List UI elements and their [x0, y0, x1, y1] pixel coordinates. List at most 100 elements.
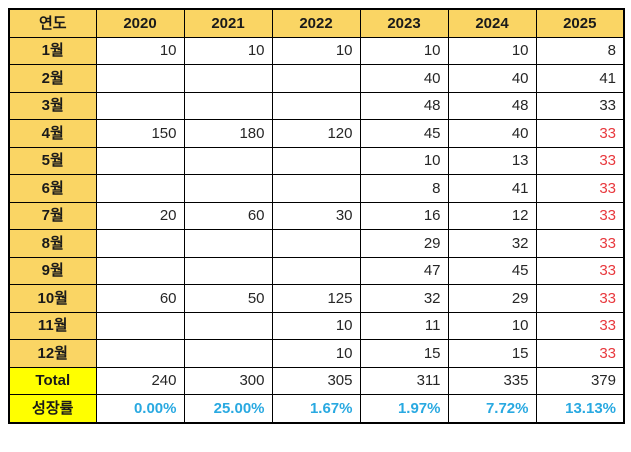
- data-cell: 10: [447, 36, 537, 65]
- total-row-label: Total: [8, 366, 97, 395]
- year-header: 2023: [359, 8, 449, 38]
- data-cell: 33: [535, 339, 625, 368]
- month-row-label: 11월: [8, 311, 97, 340]
- data-cell: 20: [95, 201, 185, 230]
- year-header: 2021: [183, 8, 273, 38]
- data-cell: 10: [271, 339, 361, 368]
- data-cell: [183, 339, 273, 368]
- data-cell: 33: [535, 256, 625, 285]
- growth-rate-row-label: 성장률: [8, 394, 97, 423]
- data-cell: 15: [359, 339, 449, 368]
- data-cell: [95, 339, 185, 368]
- month-row: 6월 8 41 33: [8, 174, 625, 203]
- month-row-label: 5월: [8, 146, 97, 175]
- growth-rate-row: 성장률 0.00% 25.00% 1.67% 1.97% 7.72% 13.13%: [8, 394, 625, 423]
- data-cell: 180: [183, 119, 273, 148]
- data-cell: 40: [447, 119, 537, 148]
- data-cell: 150: [95, 119, 185, 148]
- data-cell: 10: [271, 311, 361, 340]
- month-row: 12월 10 15 15 33: [8, 339, 625, 368]
- month-row: 5월 10 13 33: [8, 146, 625, 175]
- data-cell: [183, 64, 273, 93]
- month-row-label: 1월: [8, 36, 97, 65]
- year-header: 2025: [535, 8, 625, 38]
- month-row: 2월 40 40 41: [8, 64, 625, 93]
- data-cell: 41: [535, 64, 625, 93]
- data-cell: 8: [535, 36, 625, 65]
- data-cell: [183, 311, 273, 340]
- data-cell: 33: [535, 201, 625, 230]
- month-row-label: 4월: [8, 119, 97, 148]
- data-cell: [271, 256, 361, 285]
- month-row: 8월 29 32 33: [8, 229, 625, 258]
- data-cell: [95, 174, 185, 203]
- data-cell: 60: [95, 284, 185, 313]
- data-cell: 11: [359, 311, 449, 340]
- data-cell: 30: [271, 201, 361, 230]
- header-row: 연도 2020 2021 2022 2023 2024 2025: [8, 8, 625, 38]
- month-row-label: 8월: [8, 229, 97, 258]
- data-cell: 10: [271, 36, 361, 65]
- growth-rate-value-cell: 7.72%: [447, 394, 537, 423]
- data-cell: [95, 146, 185, 175]
- data-cell: 10: [359, 36, 449, 65]
- total-value-cell: 379: [535, 366, 625, 395]
- data-cell: 10: [95, 36, 185, 65]
- data-cell: 33: [535, 229, 625, 258]
- month-row-label: 3월: [8, 91, 97, 120]
- growth-rate-value-cell: 1.67%: [271, 394, 361, 423]
- total-value-cell: 335: [447, 366, 537, 395]
- data-cell: [271, 91, 361, 120]
- month-row-label: 10월: [8, 284, 97, 313]
- data-cell: [183, 256, 273, 285]
- data-cell: 33: [535, 174, 625, 203]
- data-cell: 10: [447, 311, 537, 340]
- month-row-label: 2월: [8, 64, 97, 93]
- data-cell: 33: [535, 146, 625, 175]
- year-header: 2022: [271, 8, 361, 38]
- data-cell: 60: [183, 201, 273, 230]
- data-cell: 48: [447, 91, 537, 120]
- data-cell: 33: [535, 91, 625, 120]
- data-cell: 125: [271, 284, 361, 313]
- data-cell: 33: [535, 311, 625, 340]
- corner-year-label: 연도: [8, 8, 97, 38]
- data-cell: [271, 229, 361, 258]
- month-row: 3월 48 48 33: [8, 91, 625, 120]
- year-header: 2024: [447, 8, 537, 38]
- month-row: 10월 60 50 125 32 29 33: [8, 284, 625, 313]
- month-row: 7월 20 60 30 16 12 33: [8, 201, 625, 230]
- data-cell: 29: [447, 284, 537, 313]
- data-cell: 32: [359, 284, 449, 313]
- month-row-label: 9월: [8, 256, 97, 285]
- data-cell: 29: [359, 229, 449, 258]
- data-cell: 40: [447, 64, 537, 93]
- data-cell: 33: [535, 284, 625, 313]
- data-cell: [183, 146, 273, 175]
- data-cell: 15: [447, 339, 537, 368]
- year-header: 2020: [95, 8, 185, 38]
- data-cell: 120: [271, 119, 361, 148]
- data-cell: 10: [183, 36, 273, 65]
- month-row-label: 6월: [8, 174, 97, 203]
- data-cell: [271, 174, 361, 203]
- data-cell: 45: [359, 119, 449, 148]
- data-cell: [183, 174, 273, 203]
- data-cell: 13: [447, 146, 537, 175]
- yearly-monthly-data-table: 연도 2020 2021 2022 2023 2024 2025 1월 10 10 10 10 10…: [8, 8, 625, 424]
- data-cell: 40: [359, 64, 449, 93]
- data-cell: 41: [447, 174, 537, 203]
- data-cell: [95, 311, 185, 340]
- month-row-label: 12월: [8, 339, 97, 368]
- data-cell: 8: [359, 174, 449, 203]
- month-row: 9월 47 45 33: [8, 256, 625, 285]
- data-cell: [183, 229, 273, 258]
- month-row-label: 7월: [8, 201, 97, 230]
- data-cell: 12: [447, 201, 537, 230]
- data-cell: [95, 256, 185, 285]
- data-cell: 50: [183, 284, 273, 313]
- growth-rate-value-cell: 25.00%: [183, 394, 273, 423]
- data-cell: [95, 64, 185, 93]
- total-value-cell: 305: [271, 366, 361, 395]
- data-cell: 47: [359, 256, 449, 285]
